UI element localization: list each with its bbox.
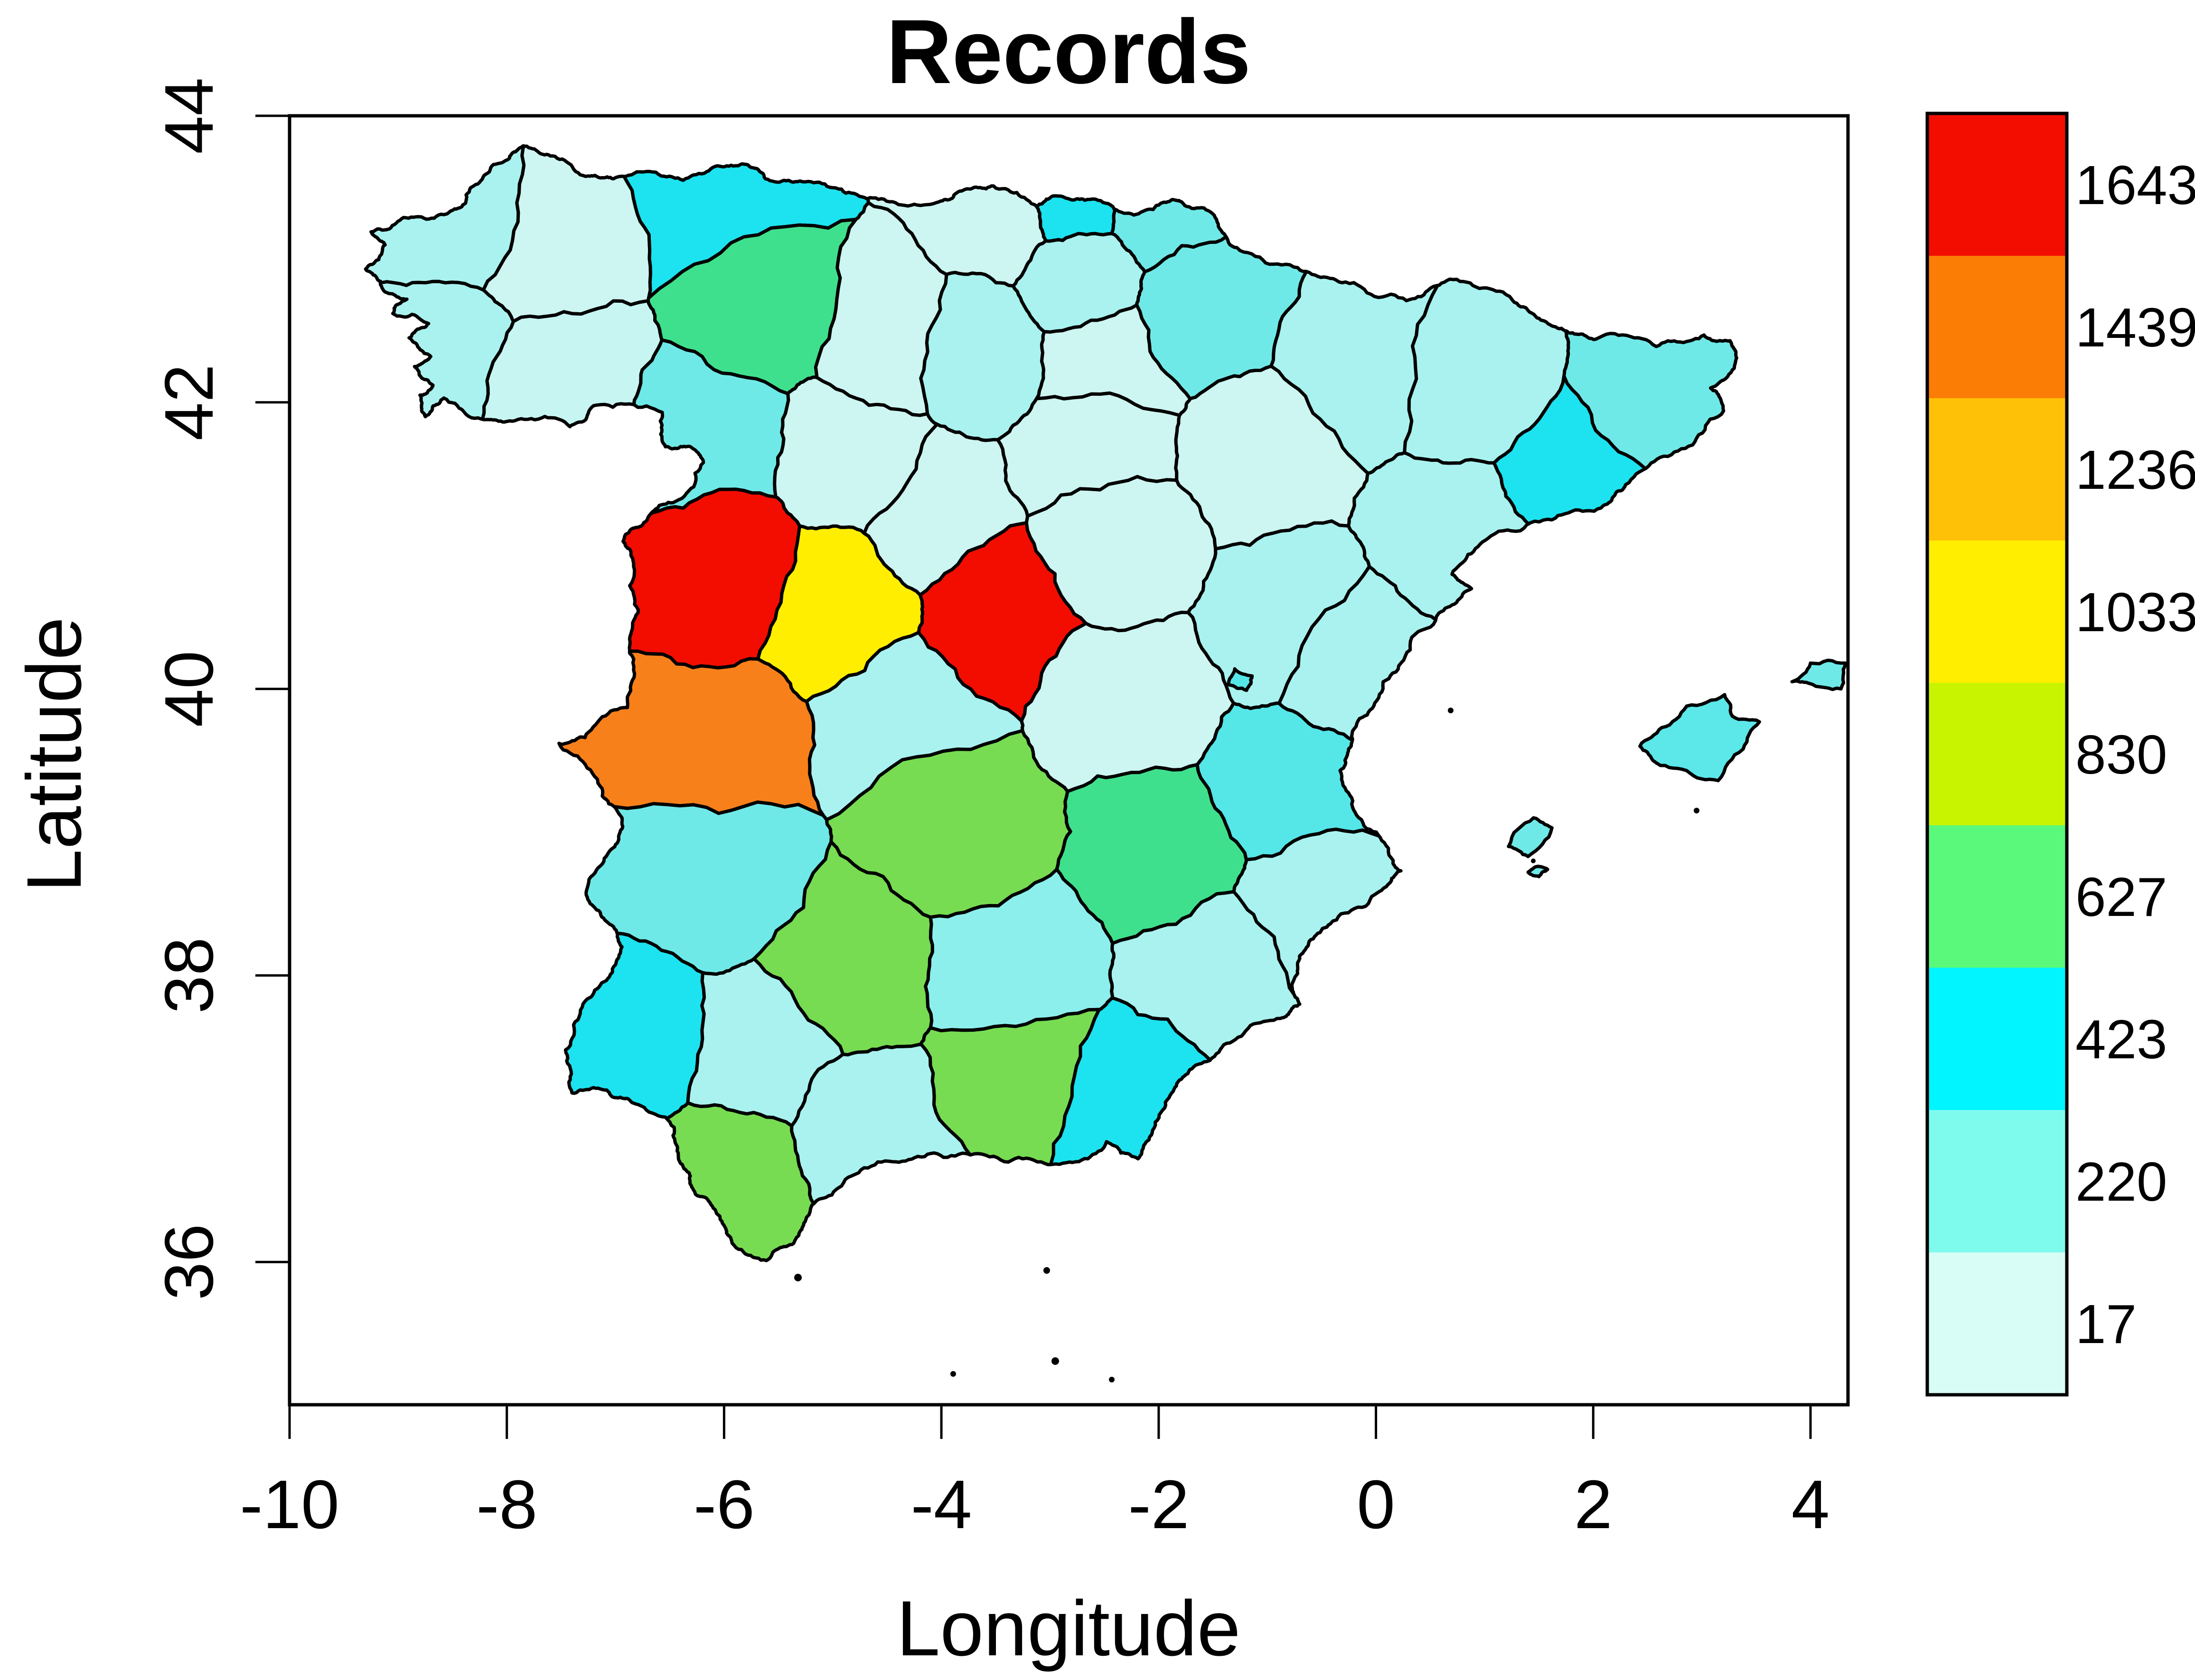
svg-text:423: 423 [2075, 1008, 2167, 1070]
svg-text:1033: 1033 [2075, 581, 2195, 643]
svg-text:Records: Records [886, 0, 1251, 103]
svg-text:Longitude: Longitude [897, 1585, 1241, 1672]
svg-text:44: 44 [150, 77, 227, 154]
svg-text:-10: -10 [240, 1466, 339, 1543]
svg-text:-2: -2 [1128, 1466, 1189, 1543]
svg-text:4: 4 [1792, 1466, 1830, 1543]
svg-text:220: 220 [2075, 1151, 2167, 1213]
svg-text:1439: 1439 [2075, 297, 2195, 358]
svg-text:627: 627 [2075, 866, 2167, 928]
svg-text:1236: 1236 [2075, 439, 2195, 501]
svg-text:830: 830 [2075, 724, 2167, 785]
svg-text:-8: -8 [476, 1466, 537, 1543]
svg-text:-4: -4 [911, 1466, 972, 1543]
svg-text:40: 40 [150, 651, 227, 727]
svg-text:0: 0 [1357, 1466, 1395, 1543]
svg-text:-6: -6 [694, 1466, 755, 1543]
svg-text:42: 42 [150, 364, 227, 440]
svg-text:1643: 1643 [2075, 154, 2195, 216]
svg-text:2: 2 [1574, 1466, 1613, 1543]
svg-text:Latitude: Latitude [10, 617, 97, 892]
svg-text:36: 36 [150, 1224, 227, 1300]
svg-text:17: 17 [2075, 1293, 2137, 1355]
svg-text:38: 38 [150, 937, 227, 1014]
